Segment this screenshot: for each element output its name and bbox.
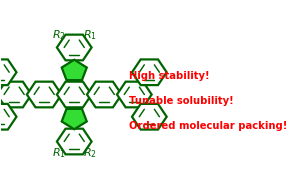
Polygon shape xyxy=(62,60,87,80)
Polygon shape xyxy=(87,82,122,107)
Polygon shape xyxy=(0,104,16,130)
Polygon shape xyxy=(57,82,92,107)
Polygon shape xyxy=(132,59,167,85)
Text: $R_2$: $R_2$ xyxy=(52,29,65,42)
Text: High stability!: High stability! xyxy=(129,71,210,81)
Polygon shape xyxy=(132,104,167,130)
Polygon shape xyxy=(57,35,92,60)
Polygon shape xyxy=(117,82,152,107)
Polygon shape xyxy=(0,59,16,85)
Polygon shape xyxy=(0,82,32,107)
Text: $R_1$: $R_1$ xyxy=(83,29,97,42)
Text: Ordered molecular packing!: Ordered molecular packing! xyxy=(129,121,287,131)
Polygon shape xyxy=(62,109,87,129)
Text: $R_2$: $R_2$ xyxy=(83,147,97,160)
Text: Tunable solubility!: Tunable solubility! xyxy=(129,96,234,106)
Polygon shape xyxy=(57,129,92,154)
Polygon shape xyxy=(27,82,61,107)
Text: $R_1$: $R_1$ xyxy=(52,147,66,160)
